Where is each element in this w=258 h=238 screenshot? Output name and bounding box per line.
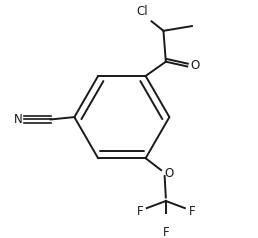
Text: Cl: Cl	[136, 5, 148, 18]
Text: F: F	[188, 205, 195, 218]
Text: O: O	[165, 167, 174, 180]
Text: F: F	[163, 226, 169, 238]
Text: N: N	[14, 113, 23, 126]
Text: F: F	[137, 205, 143, 218]
Text: O: O	[190, 59, 199, 72]
